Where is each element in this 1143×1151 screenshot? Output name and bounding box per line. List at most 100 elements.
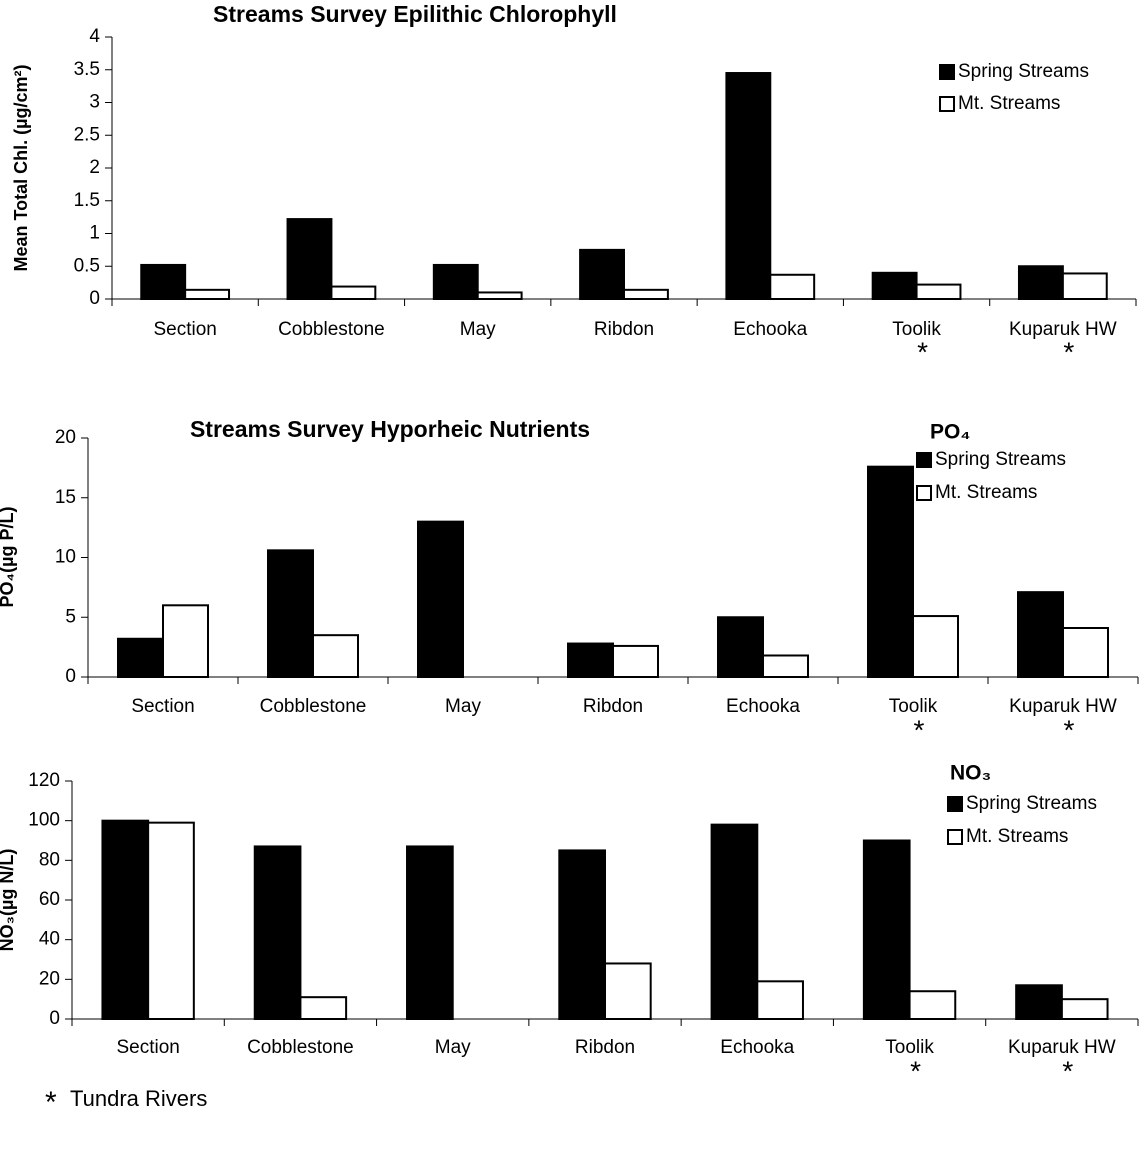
category-marker: * [1063, 336, 1074, 367]
category-marker: * [910, 1055, 921, 1086]
x-tick-label: Toolik [885, 1037, 934, 1058]
bar [717, 616, 764, 678]
bar [604, 962, 652, 1021]
x-tick-label: Cobblestone [260, 696, 367, 717]
bar [1017, 265, 1064, 300]
category-marker: * [1064, 714, 1075, 745]
y-tick-label: 0.5 [74, 255, 100, 276]
x-tick-label: May [460, 319, 496, 340]
bar [140, 263, 187, 301]
bar [184, 288, 231, 300]
y-tick-label: 10 [55, 547, 76, 568]
y-axis-label: Mean Total Chl. (µg/cm²) [11, 64, 31, 271]
y-tick-label: 1 [89, 223, 100, 244]
legend-label: Spring Streams [966, 793, 1097, 814]
bar [476, 291, 523, 301]
y-tick-label: 0 [65, 666, 76, 687]
footnote-text: Tundra Rivers [70, 1086, 207, 1111]
bar [762, 654, 809, 678]
chart-title: Streams Survey Epilithic Chlorophyll [213, 1, 617, 27]
bar [117, 637, 164, 679]
bar [871, 271, 918, 300]
legend-swatch [939, 64, 955, 80]
bar [312, 634, 359, 678]
bar [406, 845, 454, 1021]
bar [330, 285, 377, 300]
bar [567, 642, 614, 678]
x-tick-label: Echooka [726, 696, 800, 717]
bar [267, 549, 314, 679]
category-marker: * [917, 336, 928, 367]
y-tick-label: 2 [89, 157, 100, 178]
y-tick-label: 120 [28, 770, 60, 791]
y-tick-label: 15 [55, 487, 76, 508]
bar [862, 839, 911, 1020]
bar [1062, 627, 1109, 679]
bar [908, 990, 957, 1021]
legend-swatch [916, 452, 932, 468]
bar [725, 72, 772, 301]
y-tick-label: 5 [65, 606, 76, 627]
legend-label: Spring Streams [958, 61, 1089, 82]
y-tick-label: 3 [89, 92, 100, 113]
x-tick-label: Ribdon [583, 696, 643, 717]
y-tick-label: 0 [49, 1008, 60, 1029]
bar [1017, 591, 1064, 679]
x-tick-label: Toolik [889, 696, 938, 717]
y-tick-label: 0 [89, 288, 100, 309]
bar [253, 845, 302, 1021]
category-marker: * [914, 714, 925, 745]
bar [101, 819, 150, 1021]
y-tick-label: 40 [39, 929, 60, 950]
bar [1061, 272, 1108, 300]
bar [769, 273, 816, 301]
y-axis-label: PO₄(µg P/L) [0, 507, 17, 608]
x-tick-label: May [435, 1037, 471, 1058]
bar [915, 283, 962, 300]
x-tick-label: May [445, 696, 481, 717]
y-tick-label: 100 [28, 810, 60, 831]
x-tick-label: Kuparuk HW [1009, 696, 1117, 717]
legend-swatch [947, 796, 963, 812]
y-tick-label: 1.5 [74, 190, 100, 211]
bar [579, 248, 625, 300]
legend-swatch [947, 829, 963, 845]
footnote-marker: * [45, 1086, 57, 1119]
x-tick-label: Toolik [892, 319, 941, 340]
bar [867, 465, 914, 678]
y-tick-label: 2.5 [74, 124, 100, 145]
x-tick-label: Section [116, 1037, 179, 1058]
bar [1015, 984, 1063, 1020]
y-tick-label: 20 [55, 427, 76, 448]
chart-title: Streams Survey Hyporheic Nutrients [190, 416, 590, 442]
bar [432, 263, 479, 301]
legend-label: Mt. Streams [958, 93, 1060, 114]
legend-label: Spring Streams [935, 449, 1066, 470]
legend-label: Mt. Streams [966, 826, 1068, 847]
legend-label: Mt. Streams [935, 482, 1037, 503]
x-tick-label: Section [131, 696, 194, 717]
x-tick-label: Echooka [720, 1037, 794, 1058]
legend-title: NO₃ [950, 762, 991, 785]
bar [756, 980, 804, 1020]
x-tick-label: Section [153, 319, 216, 340]
bar [299, 996, 348, 1021]
legend-title: PO₄ [930, 421, 970, 444]
bar [417, 520, 464, 679]
y-tick-label: 60 [39, 889, 60, 910]
y-tick-label: 3.5 [74, 59, 100, 80]
x-tick-label: Kuparuk HW [1008, 1037, 1116, 1058]
bar [912, 615, 959, 678]
bar [612, 644, 659, 678]
x-tick-label: Echooka [733, 319, 807, 340]
bar [1060, 998, 1109, 1021]
legend-swatch [916, 485, 932, 501]
x-tick-label: Ribdon [594, 319, 654, 340]
bar [558, 849, 606, 1021]
y-tick-label: 80 [39, 849, 60, 870]
category-marker: * [1062, 1055, 1073, 1086]
x-tick-label: Cobblestone [247, 1037, 354, 1058]
y-tick-label: 20 [39, 968, 60, 989]
x-tick-label: Kuparuk HW [1009, 319, 1117, 340]
